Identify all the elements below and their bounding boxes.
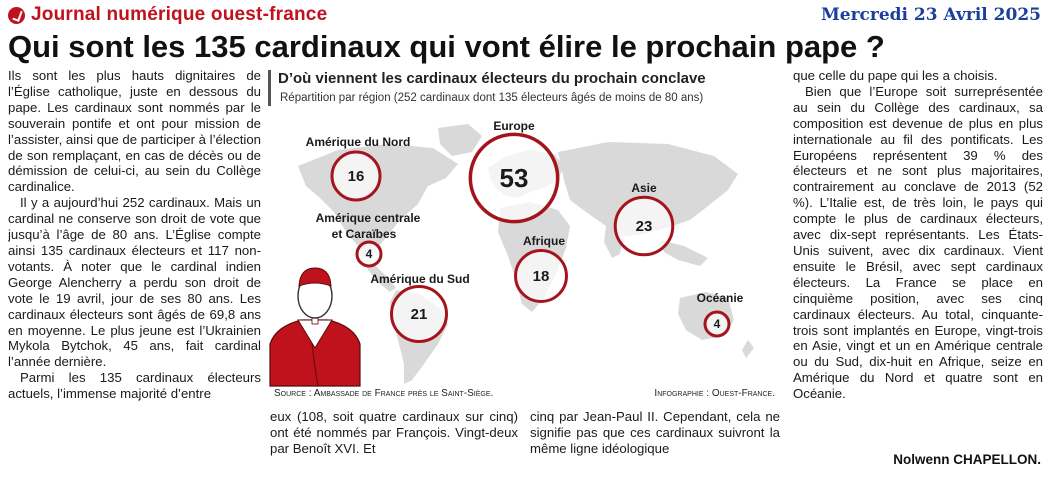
author-signature: Nolwenn CHAPELLON. [893,452,1041,467]
paragraph: Il y a aujourd’hui 252 cardinaux. Mais u… [8,195,261,370]
region-name-label: Amérique centrale [316,211,421,225]
masthead-name: Journal numérique ouest-france [31,4,328,25]
infographic-subtitle: Répartition par région (252 cardinaux do… [280,92,704,104]
paragraph: que celle du pape qui les a choisis. [793,68,998,83]
infographic-title: D’où viennent les cardinaux électeurs du… [278,70,706,87]
region-bubbles: 53 23 21 18 16 4 4 [330,132,731,343]
cardinal-illustration-icon [269,267,361,387]
paragraph: Parmi les 135 cardinaux électeurs actuel… [8,370,261,402]
region-value-label: 53 [500,163,529,193]
ouest-france-logo-icon [8,6,25,24]
infographic: D’où viennent les cardinaux électeurs du… [268,68,783,404]
infographic-source: Source : Ambassade de France près le Sai… [274,388,493,399]
region-bubble [613,195,675,257]
article-headline: Qui sont les 135 cardinaux qui vont élir… [8,29,885,64]
region-bubble [468,132,560,224]
region-name-label: Europe [493,119,535,133]
region-name-label: Amérique du Sud [370,272,469,286]
paragraph: Ils sont les plus hauts dignitaires de l… [8,68,261,195]
region-bubble [390,285,448,343]
article-column-2: eux (108, soit quatre cardinaux sur cinq… [270,409,518,475]
paragraph: Bien que l’Europe soit surreprésentée au… [793,83,1043,402]
region-value-label: 21 [411,306,428,323]
region-bubble [330,150,382,202]
region-bubble [355,240,383,268]
publication-date: Mercredi 23 Avril 2025 [820,5,1041,25]
region-value-label: 23 [636,218,653,235]
masthead: Journal numérique ouest-france [8,3,327,27]
region-name-label: Amérique du Nord [306,135,411,149]
region-name-label: Océanie [697,291,744,305]
region-bubble [703,310,731,338]
region-value-label: 16 [348,168,365,185]
paragraph: eux (108, soit quatre cardinaux sur cinq… [270,409,518,456]
credit-text: Infographie : Ouest-France. [654,388,775,399]
source-text: Source : Ambassade de France près le Sai… [274,388,494,399]
region-value-label: 4 [714,317,721,331]
article-column-4: que celle du pape qui les a choisis. Bie… [793,68,1043,448]
region-value-label: 18 [533,268,550,285]
article-column-1: Ils sont les plus hauts dignitaires de l… [8,68,261,474]
region-value-label: 4 [366,247,373,261]
article-column-3: cinq par Jean-Paul II. Cependant, cela n… [530,409,780,475]
region-name-label: et Caraïbes [332,227,397,241]
paragraph: cinq par Jean-Paul II. Cependant, cela n… [530,409,780,456]
infographic-title-bar [268,70,271,106]
region-name-label: Afrique [523,234,565,248]
region-name-label: Asie [631,181,657,195]
infographic-credit: Infographie : Ouest-France. [654,388,775,399]
region-labels: Europe Asie Amérique du Sud Afrique Amérique… [306,119,744,305]
world-map: 53 23 21 18 16 4 4 Europe Asie Amérique du Sud Af… [269,119,754,387]
region-bubble [514,249,568,303]
